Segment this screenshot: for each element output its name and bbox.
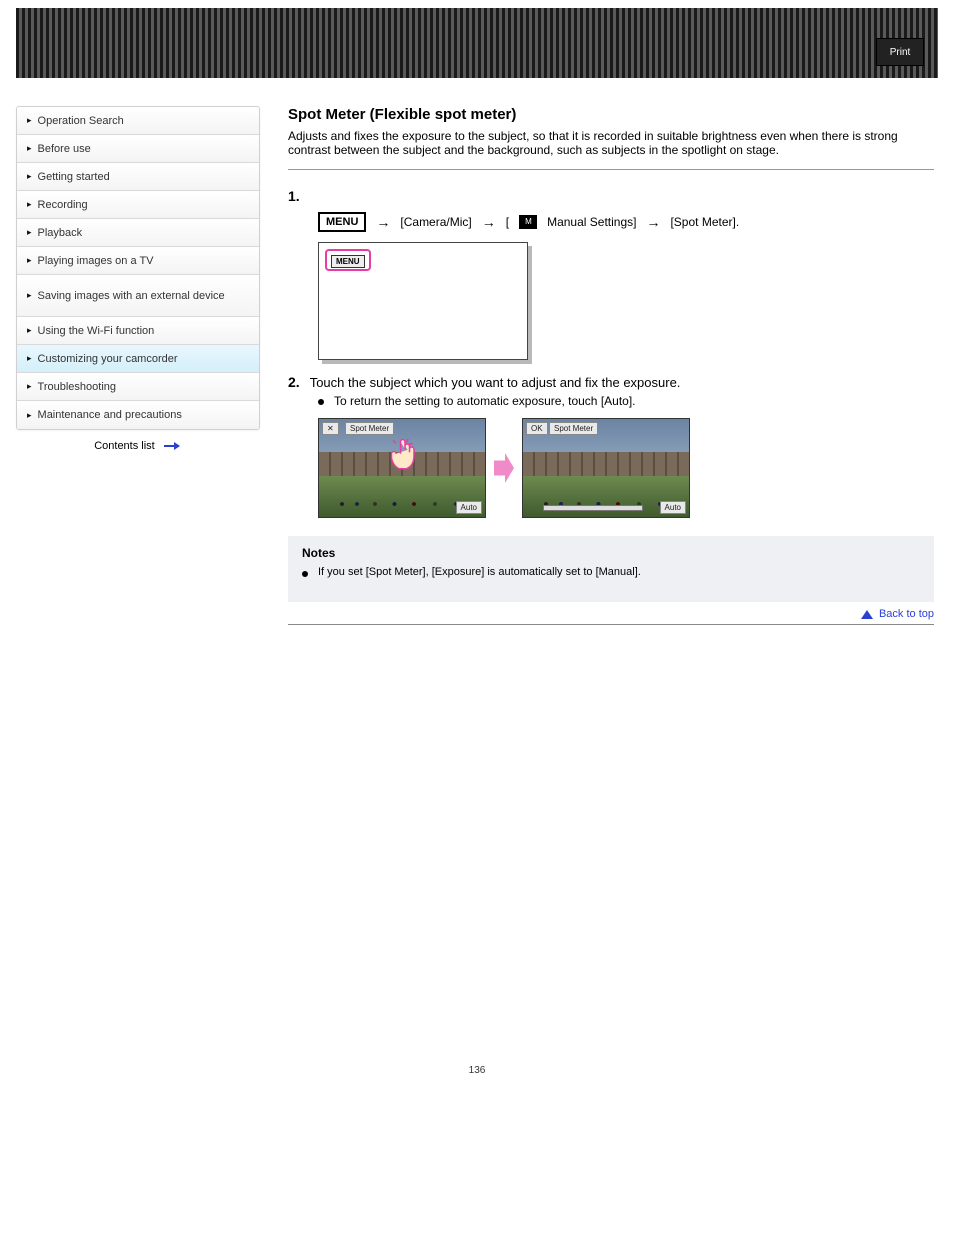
sidebar-item-label: Saving images with an external device bbox=[38, 290, 225, 302]
sidebar-item-customizing[interactable]: ▸ Customizing your camcorder bbox=[17, 345, 259, 373]
page-number: 136 bbox=[16, 1065, 938, 1076]
sidebar-item-wifi[interactable]: ▸ Using the Wi-Fi function bbox=[17, 317, 259, 345]
triangle-up-icon bbox=[861, 610, 873, 619]
chevron-right-icon: ▸ bbox=[27, 255, 32, 266]
tag-auto: Auto bbox=[456, 501, 482, 514]
chevron-right-icon: ▸ bbox=[27, 143, 32, 154]
header-band: Print bbox=[16, 8, 938, 78]
divider bbox=[288, 169, 934, 170]
chain-seg-manual-suffix: Manual Settings] bbox=[547, 215, 636, 229]
back-to-top-link[interactable]: Back to top bbox=[288, 608, 934, 620]
sidebar-item-label: Playing images on a TV bbox=[38, 255, 154, 267]
footer-divider bbox=[288, 624, 934, 625]
step-2-bullet: To return the setting to automatic expos… bbox=[318, 394, 934, 408]
sidebar-item-label: Troubleshooting bbox=[38, 381, 116, 393]
arrow-right-pink-icon bbox=[494, 453, 514, 483]
sidebar-item-label: Maintenance and precautions bbox=[38, 409, 182, 421]
chevron-right-icon: ▸ bbox=[27, 325, 32, 336]
content-area: Spot Meter (Flexible spot meter) Adjusts… bbox=[288, 106, 938, 625]
tag-ok: OK bbox=[526, 422, 548, 435]
arrow-right-icon: → bbox=[376, 214, 390, 230]
chain-seg-manual-prefix: [ bbox=[506, 215, 509, 229]
menu-chain: MENU → [Camera/Mic] → [ Manual Settings]… bbox=[318, 212, 934, 232]
sidebar-item-label: Recording bbox=[38, 199, 88, 211]
sidebar-item-label: Using the Wi-Fi function bbox=[38, 325, 155, 337]
sidebar-item-recording[interactable]: ▸ Recording bbox=[17, 191, 259, 219]
back-to-top-label: Back to top bbox=[879, 608, 934, 620]
lcd-menu-label: MENU bbox=[331, 255, 365, 268]
sidebar-item-label: Operation Search bbox=[38, 115, 124, 127]
screenshot-after: OK Spot Meter Auto bbox=[522, 418, 690, 518]
sidebar-item-troubleshooting[interactable]: ▸ Troubleshooting bbox=[17, 373, 259, 401]
print-button[interactable]: Print bbox=[876, 38, 924, 66]
chevron-right-icon: ▸ bbox=[27, 353, 32, 364]
sidebar-item-getting-started[interactable]: ▸ Getting started bbox=[17, 163, 259, 191]
contents-list-link[interactable]: Contents list bbox=[16, 440, 260, 452]
sidebar-item-maintenance[interactable]: ▸ Maintenance and precautions bbox=[17, 401, 259, 429]
page-title: Spot Meter (Flexible spot meter) bbox=[288, 106, 934, 123]
lcd-illustration: MENU bbox=[318, 242, 528, 360]
chevron-right-icon: ▸ bbox=[27, 227, 32, 238]
tag-spot-meter: Spot Meter bbox=[549, 422, 598, 435]
sidebar-item-saving-external[interactable]: ▸ Saving images with an external device bbox=[17, 275, 259, 317]
screenshot-before: ✕ Spot Meter Auto bbox=[318, 418, 486, 518]
sidebar-item-label: Before use bbox=[38, 143, 91, 155]
chevron-right-icon: ▸ bbox=[27, 171, 32, 182]
sidebar-item-before-use[interactable]: ▸ Before use bbox=[17, 135, 259, 163]
tag-close: ✕ bbox=[322, 422, 339, 435]
step-1: 1. MENU → [Camera/Mic] → [ Manual Settin… bbox=[288, 188, 934, 360]
step-2-number: 2. bbox=[288, 374, 300, 390]
sidebar: ▸ Operation Search ▸ Before use ▸ Gettin… bbox=[16, 106, 260, 625]
sidebar-item-playing-tv[interactable]: ▸ Playing images on a TV bbox=[17, 247, 259, 275]
tag-spot-meter: Spot Meter bbox=[345, 422, 394, 435]
chevron-right-icon: ▸ bbox=[27, 199, 32, 210]
arrow-right-icon: → bbox=[646, 214, 660, 230]
chain-seg-camera-mic: [Camera/Mic] bbox=[400, 215, 471, 229]
notes-bullet-text: If you set [Spot Meter], [Exposure] is a… bbox=[318, 566, 641, 578]
chevron-right-icon: ▸ bbox=[27, 410, 32, 421]
menu-button-icon: MENU bbox=[318, 212, 366, 232]
arrow-right-icon: → bbox=[482, 214, 496, 230]
step-1-number: 1. bbox=[288, 188, 300, 204]
sidebar-item-operation-search[interactable]: ▸ Operation Search bbox=[17, 107, 259, 135]
notes-box: Notes If you set [Spot Meter], [Exposure… bbox=[288, 536, 934, 602]
manual-settings-icon bbox=[519, 215, 537, 229]
step-2-bullet-text: To return the setting to automatic expos… bbox=[334, 394, 636, 408]
chevron-right-icon: ▸ bbox=[27, 115, 32, 126]
tag-auto: Auto bbox=[660, 501, 686, 514]
sidebar-item-playback[interactable]: ▸ Playback bbox=[17, 219, 259, 247]
screenshots-row: ✕ Spot Meter Auto bbox=[318, 418, 934, 518]
steps-list: 1. MENU → [Camera/Mic] → [ Manual Settin… bbox=[288, 188, 934, 518]
chevron-right-icon: ▸ bbox=[27, 290, 32, 301]
notes-heading: Notes bbox=[302, 546, 920, 560]
arrow-right-icon bbox=[164, 442, 182, 450]
bullet-icon bbox=[302, 571, 308, 577]
step-2-head: Touch the subject which you want to adju… bbox=[310, 375, 681, 390]
sidebar-item-label: Getting started bbox=[38, 171, 110, 183]
intro-text: Adjusts and fixes the exposure to the su… bbox=[288, 129, 934, 157]
sidebar-item-label: Playback bbox=[38, 227, 83, 239]
lcd-menu-highlight: MENU bbox=[325, 249, 371, 271]
sidebar-item-label: Customizing your camcorder bbox=[38, 353, 178, 365]
contents-list-label: Contents list bbox=[94, 440, 155, 452]
bullet-icon bbox=[318, 399, 324, 405]
step-2: 2. Touch the subject which you want to a… bbox=[288, 374, 934, 518]
touch-hand-icon bbox=[387, 436, 417, 477]
sidebar-nav: ▸ Operation Search ▸ Before use ▸ Gettin… bbox=[16, 106, 260, 430]
chevron-right-icon: ▸ bbox=[27, 381, 32, 392]
exposure-bar bbox=[543, 505, 643, 511]
chain-seg-spot-meter: [Spot Meter]. bbox=[670, 215, 739, 229]
